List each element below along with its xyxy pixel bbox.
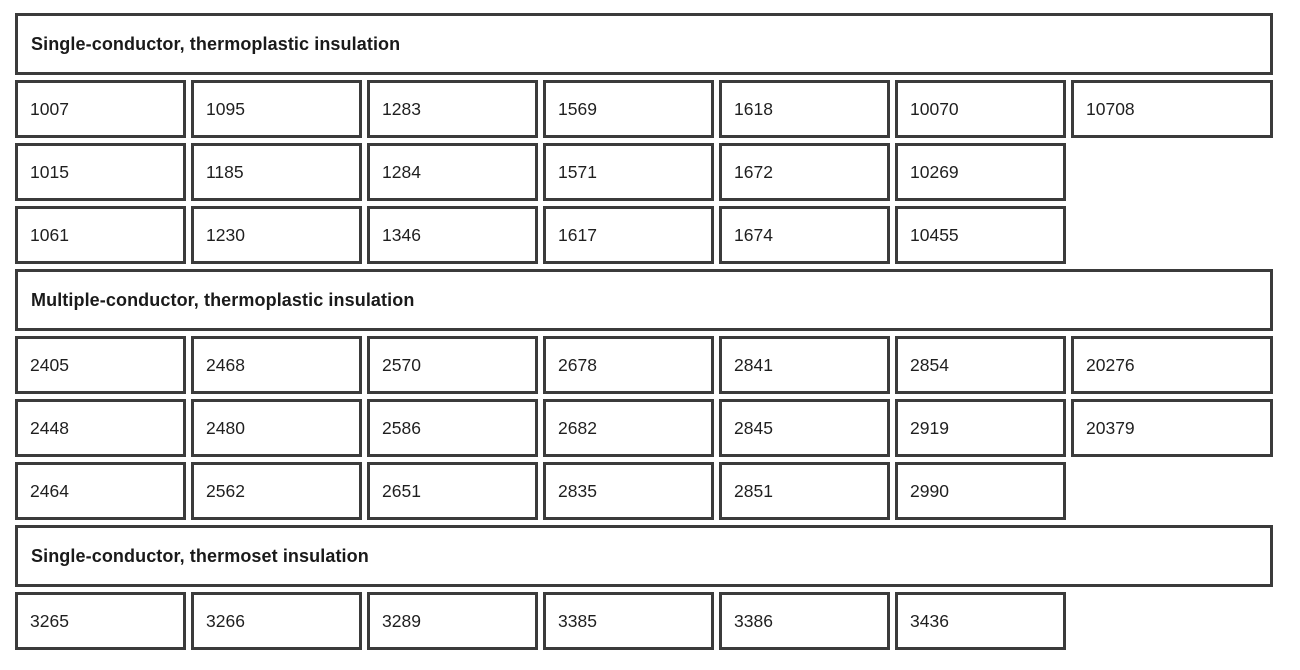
style-number-cell: 2854 (895, 336, 1066, 394)
style-number-cell: 2841 (719, 336, 890, 394)
section-header-single-conductor-thermoset: Single-conductor, thermoset insulation (15, 525, 1273, 587)
style-number-cell: 2586 (367, 399, 538, 457)
style-number-cell: 2468 (191, 336, 362, 394)
style-number-cell: 1617 (543, 206, 714, 264)
section-header-single-conductor-thermoplastic: Single-conductor, thermoplastic insulati… (15, 13, 1273, 75)
style-number-cell: 3266 (191, 592, 362, 650)
style-number-cell: 2464 (15, 462, 186, 520)
style-number-cell: 2480 (191, 399, 362, 457)
style-number-cell: 3265 (15, 592, 186, 650)
style-number-cell: 2682 (543, 399, 714, 457)
style-number-cell: 3385 (543, 592, 714, 650)
style-number-cell: 1674 (719, 206, 890, 264)
table-row: 1015 1185 1284 1571 1672 10269 (15, 143, 1273, 201)
table-row: 2448 2480 2586 2682 2845 2919 20379 (15, 399, 1273, 457)
style-number-cell: 1569 (543, 80, 714, 138)
style-number-cell: 2448 (15, 399, 186, 457)
section-header-multiple-conductor-thermoplastic: Multiple-conductor, thermoplastic insula… (15, 269, 1273, 331)
style-number-cell: 2651 (367, 462, 538, 520)
style-number-cell: 3386 (719, 592, 890, 650)
style-number-cell: 1618 (719, 80, 890, 138)
style-number-cell: 1284 (367, 143, 538, 201)
style-number-cell: 1185 (191, 143, 362, 201)
table-row: 2464 2562 2651 2835 2851 2990 (15, 462, 1273, 520)
style-number-cell: 1015 (15, 143, 186, 201)
style-number-cell: 20379 (1071, 399, 1273, 457)
style-number-cell: 1283 (367, 80, 538, 138)
style-number-cell: 2919 (895, 399, 1066, 457)
style-number-cell: 2562 (191, 462, 362, 520)
style-number-cell: 1571 (543, 143, 714, 201)
table-row: 1061 1230 1346 1617 1674 10455 (15, 206, 1273, 264)
style-number-cell: 2851 (719, 462, 890, 520)
style-number-cell: 1007 (15, 80, 186, 138)
style-number-cell: 3289 (367, 592, 538, 650)
style-number-cell: 3436 (895, 592, 1066, 650)
style-number-cell: 1672 (719, 143, 890, 201)
style-number-cell: 1061 (15, 206, 186, 264)
style-number-cell: 2570 (367, 336, 538, 394)
style-number-cell: 10070 (895, 80, 1066, 138)
style-number-cell: 10708 (1071, 80, 1273, 138)
wire-styles-table: Single-conductor, thermoplastic insulati… (15, 13, 1273, 650)
style-number-cell: 20276 (1071, 336, 1273, 394)
style-number-cell: 1346 (367, 206, 538, 264)
table-row: 2405 2468 2570 2678 2841 2854 20276 (15, 336, 1273, 394)
table-row: 3265 3266 3289 3385 3386 3436 (15, 592, 1273, 650)
style-number-cell: 1095 (191, 80, 362, 138)
style-number-cell: 10269 (895, 143, 1066, 201)
style-number-cell: 2845 (719, 399, 890, 457)
style-number-cell: 2990 (895, 462, 1066, 520)
style-number-cell: 1230 (191, 206, 362, 264)
style-number-cell: 2835 (543, 462, 714, 520)
table-row: 1007 1095 1283 1569 1618 10070 10708 (15, 80, 1273, 138)
style-number-cell: 10455 (895, 206, 1066, 264)
style-number-cell: 2405 (15, 336, 186, 394)
style-number-cell: 2678 (543, 336, 714, 394)
